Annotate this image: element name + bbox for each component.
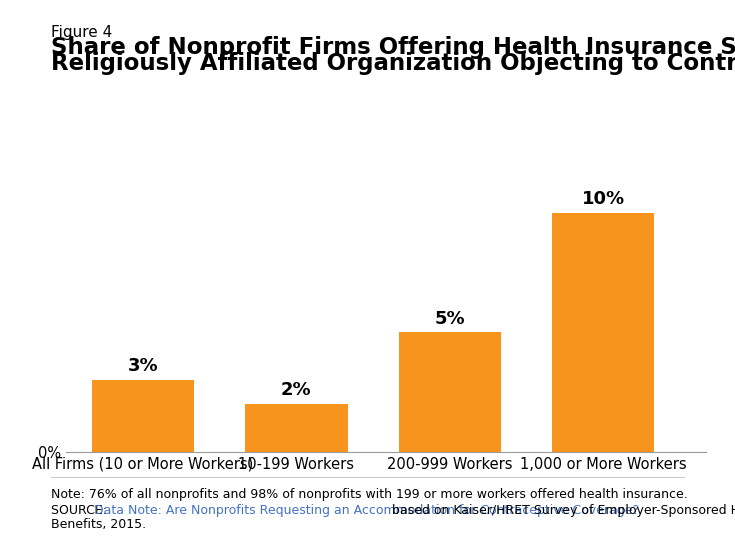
Bar [398, 332, 501, 452]
Text: Note: 76% of all nonprofits and 98% of nonprofits with 199 or more workers offer: Note: 76% of all nonprofits and 98% of n… [51, 488, 688, 501]
Text: 3%: 3% [128, 358, 158, 375]
Bar [552, 213, 654, 452]
Text: 5%: 5% [434, 310, 465, 328]
Text: Figure 4: Figure 4 [51, 25, 112, 40]
Text: FOUNDATION: FOUNDATION [637, 528, 694, 537]
Text: Benefits, 2015.: Benefits, 2015. [51, 518, 146, 531]
Text: 10%: 10% [581, 190, 625, 208]
Text: Data Note: Are Nonprofits Requesting an Accommodation for Contraceptive Coverage: Data Note: Are Nonprofits Requesting an … [94, 504, 639, 517]
Text: KAISER: KAISER [634, 506, 696, 521]
Text: Religiously Affiliated Organization Objecting to Contraceptives, by Size, 2015: Religiously Affiliated Organization Obje… [51, 52, 735, 75]
Text: 2%: 2% [281, 381, 312, 399]
Text: SOURCE:: SOURCE: [51, 504, 112, 517]
Text: FAMILY: FAMILY [639, 518, 691, 531]
Text: THE HENRY J.: THE HENRY J. [645, 496, 686, 501]
Text: based on Kaiser/HRET Survey of Employer-Sponsored Health: based on Kaiser/HRET Survey of Employer-… [388, 504, 735, 517]
Bar [245, 404, 348, 452]
Bar [92, 380, 194, 452]
Text: Share of Nonprofit Firms Offering Health Insurance Self-Certifying as a: Share of Nonprofit Firms Offering Health… [51, 36, 735, 59]
